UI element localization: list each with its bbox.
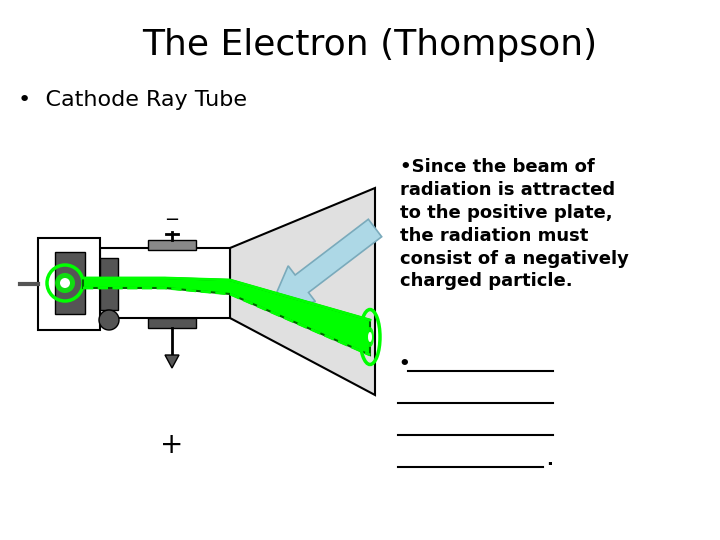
Circle shape [60,278,70,288]
Text: +: + [161,431,184,459]
Text: .: . [546,451,553,469]
FancyArrow shape [270,219,382,308]
Polygon shape [83,278,370,355]
Text: •  Cathode Ray Tube: • Cathode Ray Tube [18,90,247,110]
Bar [148,318,196,328]
Polygon shape [230,188,375,395]
Ellipse shape [366,327,374,347]
Bar [55,252,85,314]
Bar [100,248,230,318]
Bar [148,240,196,250]
Bar [38,238,100,330]
Ellipse shape [368,332,372,342]
Text: •Since the beam of
radiation is attracted
to the positive plate,
the radiation m: •Since the beam of radiation is attracte… [400,158,629,291]
Polygon shape [165,355,179,368]
Text: −: − [164,211,179,229]
Circle shape [99,310,119,330]
Circle shape [55,273,75,293]
Text: •: • [398,355,410,373]
Text: The Electron (Thompson): The Electron (Thompson) [143,28,598,62]
Bar [100,258,118,310]
